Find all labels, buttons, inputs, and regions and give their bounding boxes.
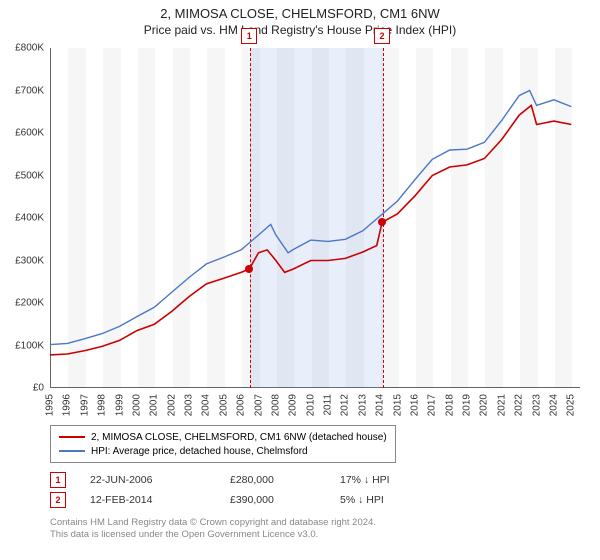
series-hpi [50,91,571,345]
x-tick-label: 2020 [479,394,490,416]
footer-line-2: This data is licensed under the Open Gov… [50,529,376,541]
event-marker: 2 [374,28,390,44]
sale-index: 1 [50,472,66,488]
x-tick-label: 1995 [45,394,56,416]
x-tick-label: 2018 [444,394,455,416]
x-tick-label: 2002 [166,394,177,416]
y-tick-label: £300K [0,255,44,266]
legend-label-2: HPI: Average price, detached house, Chel… [91,446,308,457]
x-tick-label: 2000 [131,394,142,416]
footer: Contains HM Land Registry data © Crown c… [50,517,376,542]
sale-price: £390,000 [230,494,340,506]
sale-row: 2 12-FEB-2014 £390,000 5% ↓ HPI [50,490,460,510]
x-tick-label: 2017 [427,394,438,416]
chart-area: £0£100K£200K£300K£400K£500K£600K£700K£80… [50,48,580,388]
x-tick-label: 2006 [236,394,247,416]
x-tick-label: 1997 [79,394,90,416]
x-tick-label: 2012 [340,394,351,416]
x-tick-label: 2004 [201,394,212,416]
sale-date: 22-JUN-2006 [90,474,230,486]
x-tick-label: 2019 [462,394,473,416]
legend: 2, MIMOSA CLOSE, CHELMSFORD, CM1 6NW (de… [50,425,396,463]
y-tick-label: £700K [0,85,44,96]
event-marker: 1 [241,28,257,44]
y-tick-label: £0 [0,383,44,394]
chart-title: 2, MIMOSA CLOSE, CHELMSFORD, CM1 6NW [0,6,600,21]
series-price_paid [50,105,571,355]
sale-row: 1 22-JUN-2006 £280,000 17% ↓ HPI [50,470,460,490]
legend-swatch-2 [59,450,85,452]
sales-table: 1 22-JUN-2006 £280,000 17% ↓ HPI 2 12-FE… [50,470,460,510]
x-tick-label: 2013 [357,394,368,416]
chart-subtitle: Price paid vs. HM Land Registry's House … [0,23,600,37]
x-tick-label: 2007 [253,394,264,416]
legend-label-1: 2, MIMOSA CLOSE, CHELMSFORD, CM1 6NW (de… [91,432,387,443]
x-tick-label: 2016 [409,394,420,416]
x-tick-label: 2003 [184,394,195,416]
y-tick-label: £400K [0,213,44,224]
x-tick-label: 1999 [114,394,125,416]
x-tick-label: 2023 [531,394,542,416]
event-point [378,218,386,226]
sale-diff: 5% ↓ HPI [340,494,460,506]
x-tick-label: 1996 [62,394,73,416]
y-tick-label: £600K [0,128,44,139]
x-tick-label: 2024 [548,394,559,416]
x-tick-label: 2005 [218,394,229,416]
x-tick-label: 2025 [566,394,577,416]
x-tick-label: 2009 [288,394,299,416]
sale-diff: 17% ↓ HPI [340,474,460,486]
x-tick-label: 2010 [305,394,316,416]
y-tick-label: £500K [0,170,44,181]
sale-index: 2 [50,492,66,508]
sale-date: 12-FEB-2014 [90,494,230,506]
y-tick-label: £100K [0,340,44,351]
x-tick-label: 2022 [514,394,525,416]
footer-line-1: Contains HM Land Registry data © Crown c… [50,517,376,529]
sale-price: £280,000 [230,474,340,486]
y-tick-label: £200K [0,298,44,309]
x-tick-label: 2011 [323,394,334,416]
x-tick-label: 1998 [97,394,108,416]
event-point [245,265,253,273]
x-tick-label: 2008 [270,394,281,416]
x-tick-label: 2014 [375,394,386,416]
x-tick-label: 2015 [392,394,403,416]
y-tick-label: £800K [0,43,44,54]
x-tick-label: 2021 [496,394,507,416]
x-tick-label: 2001 [149,394,160,416]
legend-swatch-1 [59,436,85,438]
